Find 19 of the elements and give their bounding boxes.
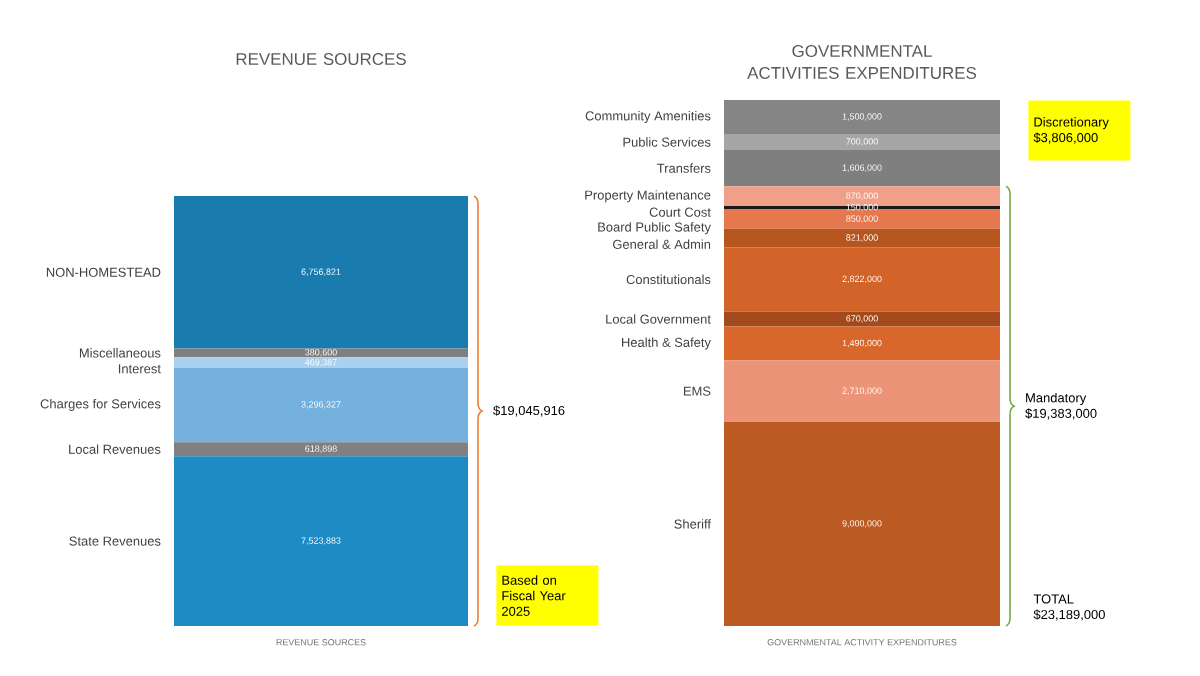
bar (724, 247, 1001, 312)
bar (174, 442, 469, 457)
bar (724, 228, 1001, 248)
bar (174, 357, 469, 368)
chart-title: REVENUE SOURCES (236, 53, 406, 66)
bar (174, 367, 469, 443)
chart-title: GOVERNMENTAL ACTIVITIES EXPENDITURES (747, 45, 977, 79)
bar (724, 149, 1001, 187)
bar (724, 311, 1001, 327)
bar (724, 421, 1001, 626)
bar (174, 456, 469, 626)
bar (724, 134, 1001, 150)
bar (174, 348, 469, 358)
bar (724, 186, 1001, 207)
bar (724, 360, 1001, 422)
bar (724, 326, 1001, 361)
bar (724, 99, 1001, 135)
bar (174, 195, 469, 349)
bar (724, 209, 1001, 229)
